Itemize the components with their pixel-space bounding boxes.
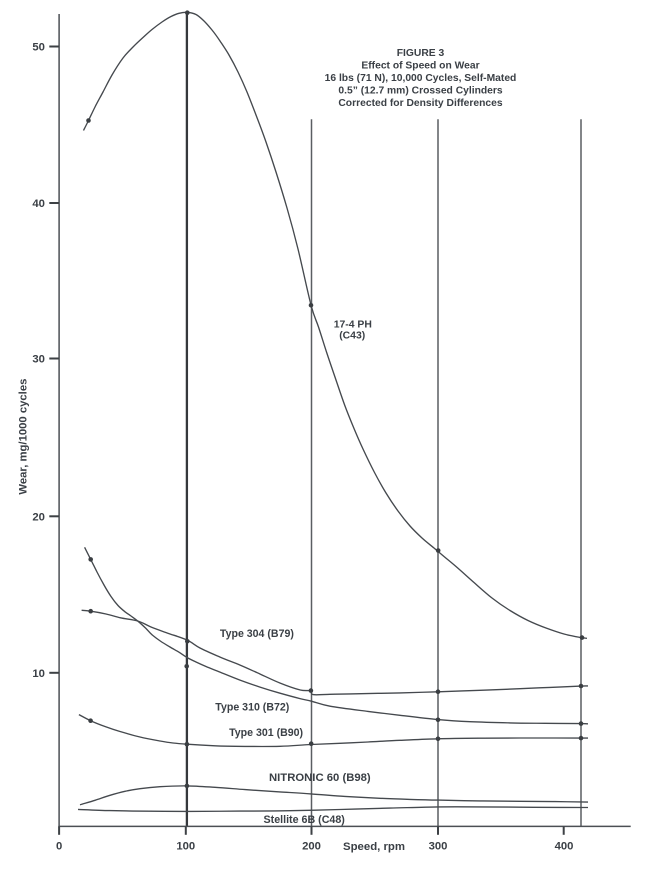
svg-text:Wear, mg/1000 cycles: Wear, mg/1000 cycles xyxy=(18,379,30,495)
svg-text:Stellite 6B (C48): Stellite 6B (C48) xyxy=(264,814,346,826)
svg-text:Corrected for Density Differen: Corrected for Density Differences xyxy=(338,98,503,109)
svg-text:Effect of Speed on Wear: Effect of Speed on Wear xyxy=(361,61,479,72)
svg-text:FIGURE 3: FIGURE 3 xyxy=(397,48,445,59)
svg-text:40: 40 xyxy=(32,198,45,210)
svg-text:50: 50 xyxy=(32,42,45,54)
svg-text:Speed, rpm: Speed, rpm xyxy=(343,841,405,853)
svg-text:16 lbs (71 N), 10,000 Cycles,: 16 lbs (71 N), 10,000 Cycles, Self-Mated xyxy=(325,73,517,84)
svg-text:(C43): (C43) xyxy=(339,331,365,342)
svg-text:30: 30 xyxy=(32,354,45,366)
svg-text:Type 304 (B79): Type 304 (B79) xyxy=(220,628,294,640)
svg-text:300: 300 xyxy=(429,841,448,853)
svg-text:200: 200 xyxy=(302,841,321,853)
svg-text:Type 310 (B72): Type 310 (B72) xyxy=(215,701,289,713)
svg-text:NITRONIC 60 (B98): NITRONIC 60 (B98) xyxy=(269,772,371,784)
svg-text:0: 0 xyxy=(56,841,62,853)
svg-text:17-4 PH: 17-4 PH xyxy=(334,319,372,330)
svg-text:Type 301 (B90): Type 301 (B90) xyxy=(229,727,303,739)
svg-text:400: 400 xyxy=(555,841,574,853)
svg-text:10: 10 xyxy=(32,668,45,680)
svg-text:100: 100 xyxy=(176,841,195,853)
svg-text:0.5” (12.7 mm) Crossed Cylinde: 0.5” (12.7 mm) Crossed Cylinders xyxy=(338,85,503,96)
svg-text:20: 20 xyxy=(32,511,45,523)
